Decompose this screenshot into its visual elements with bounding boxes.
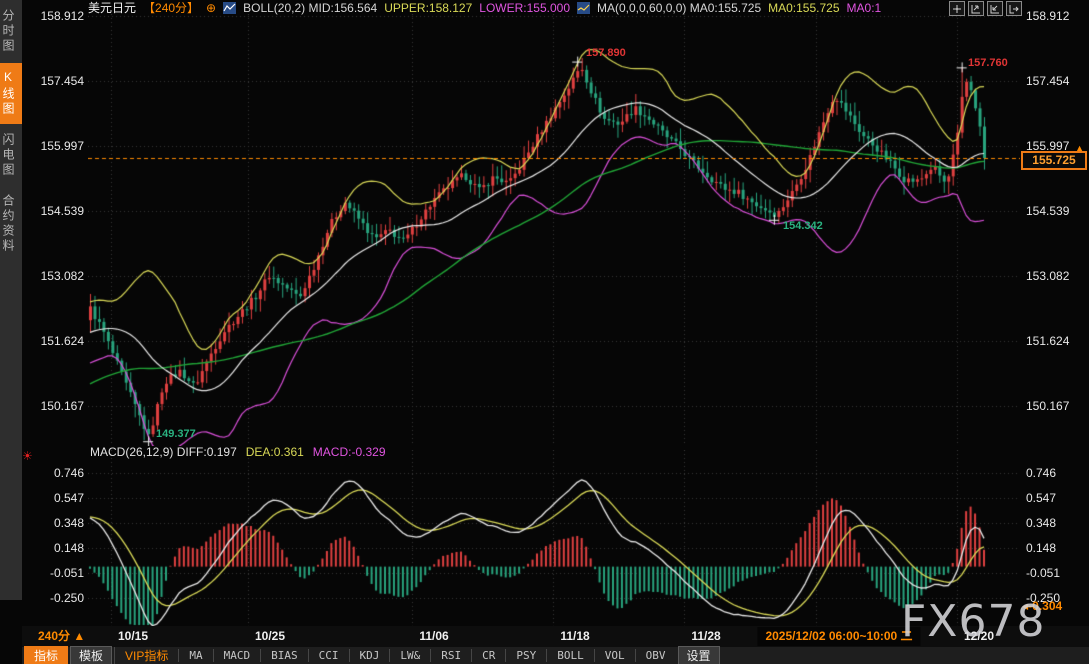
main-y-label-left-1: 157.454 bbox=[40, 74, 84, 88]
toolbar-item-CR[interactable]: CR bbox=[471, 649, 505, 662]
macd-hist-value: MACD:-0.329 bbox=[312, 445, 386, 459]
xaxis-date-2: 11/06 bbox=[419, 629, 449, 643]
main-y-label-left-3: 154.539 bbox=[40, 204, 84, 218]
main-y-label-left-6: 150.167 bbox=[40, 399, 84, 413]
macd-label: MACD(26,12,9) bbox=[90, 445, 174, 459]
toolbar-item-BOLL[interactable]: BOLL bbox=[546, 649, 594, 662]
boll-lower-value: LOWER:155.000 bbox=[479, 0, 570, 15]
indicator-toolbar: 指标 模板 VIP指标 MA MACD BIAS CCI KDJ LW& RSI CR PSY BOLL… bbox=[22, 646, 1089, 664]
left-sidebar: 分时图 K线图闪电图合约资料 bbox=[0, 0, 22, 600]
time-axis-strip: 240分 ▲ 2025/12/02 06:00~10:00 二 10/15 10/… bbox=[22, 626, 1089, 647]
add-overlay-icon[interactable]: ⊕ bbox=[206, 0, 217, 15]
price-pin-icon: ▲ bbox=[1075, 143, 1084, 153]
macd-y-label-left-4: -0.051 bbox=[49, 566, 84, 580]
xaxis-date-3: 11/18 bbox=[560, 629, 590, 643]
period-selector[interactable]: 240分 ▲ bbox=[38, 626, 85, 647]
macd-y-label-left-2: 0.348 bbox=[53, 516, 84, 530]
toolbar-item-设置[interactable]: 设置 bbox=[677, 646, 720, 664]
xaxis-date-5: 12/20 bbox=[963, 629, 995, 643]
xaxis-date-4: 11/28 bbox=[691, 629, 721, 643]
boll-label: BOLL(20,2) bbox=[243, 0, 306, 15]
ma0-value-yellow: MA0:155.725 bbox=[768, 0, 840, 15]
toolbar-item-OBV[interactable]: OBV bbox=[634, 649, 676, 662]
toolbar-item-LW&[interactable]: LW& bbox=[389, 649, 430, 662]
macd-current-value: -0.304 bbox=[1028, 599, 1063, 613]
toolbar-item-MACD[interactable]: MACD bbox=[212, 649, 261, 662]
sidebar-tab-2[interactable]: K线图 bbox=[0, 63, 22, 124]
toolbar-item-模板[interactable]: 模板 bbox=[70, 646, 113, 664]
period-label: 【240分】 bbox=[143, 0, 200, 15]
main-y-label-left-0: 158.912 bbox=[40, 9, 84, 23]
macd-panel-chart[interactable] bbox=[88, 450, 1020, 627]
current-price-value: 155.725 bbox=[1032, 153, 1076, 167]
main-y-label-right-3: 154.539 bbox=[1026, 204, 1070, 218]
symbol-title: 美元日元 bbox=[88, 0, 137, 15]
boll-label-and-mid: BOLL(20,2) MID:156.564 bbox=[243, 1, 377, 15]
macd-y-label-left-3: 0.148 bbox=[53, 541, 84, 555]
boll-upper-value: UPPER:158.127 bbox=[384, 0, 473, 15]
ma-indicator-icon bbox=[577, 1, 590, 14]
macd-y-label-right-0: 0.746 bbox=[1026, 466, 1057, 480]
current-candle-time: 2025/12/02 06:00~10:00 二 bbox=[757, 627, 921, 646]
main-y-label-right-5: 151.624 bbox=[1026, 334, 1070, 348]
toolbar-item-VOL[interactable]: VOL bbox=[593, 649, 635, 662]
zoom-out-chart-icon[interactable] bbox=[987, 1, 1003, 16]
main-price-chart[interactable] bbox=[88, 14, 1020, 446]
macd-y-label-right-3: 0.148 bbox=[1026, 541, 1057, 555]
toolbar-item-指标[interactable]: 指标 bbox=[24, 646, 69, 664]
toolbar-item-CCI[interactable]: CCI bbox=[307, 649, 349, 662]
watermark-logo: FX678 bbox=[901, 596, 1046, 647]
macd-y-label-left-1: 0.547 bbox=[53, 491, 84, 505]
main-y-label-left-5: 151.624 bbox=[40, 334, 84, 348]
period-text: 240分 bbox=[38, 629, 71, 643]
toolbar-item-KDJ[interactable]: KDJ bbox=[348, 649, 390, 662]
pan-crosshair-icon[interactable] bbox=[949, 1, 965, 16]
sidebar-tab-4[interactable]: 合约资料 bbox=[1, 194, 15, 254]
boll-mid-value: MID:156.564 bbox=[308, 0, 378, 15]
chart-header: 美元日元 【240分】 ⊕ BOLL(20,2) MID:156.564 UPP… bbox=[88, 0, 1089, 15]
chart-window-controls bbox=[949, 1, 1022, 16]
zoom-in-chart-icon[interactable] bbox=[968, 1, 984, 16]
ma0-value-magenta: MA0:1 bbox=[846, 0, 882, 15]
main-y-label-right-1: 157.454 bbox=[1026, 74, 1070, 88]
ma0-value-white: MA0:155.725 bbox=[689, 0, 762, 15]
macd-indicator-header: MACD(26,12,9) DIFF:0.197 DEA:0.361 MACD:… bbox=[90, 445, 386, 459]
main-y-label-right-4: 153.082 bbox=[1026, 269, 1070, 283]
sidebar-tab-3[interactable]: 闪电图 bbox=[1, 133, 15, 178]
red-sun-icon: ☀ bbox=[22, 449, 33, 463]
macd-y-label-right-4: -0.051 bbox=[1026, 566, 1061, 580]
toolbar-item-RSI[interactable]: RSI bbox=[430, 649, 471, 662]
toolbar-item-VIP指标[interactable]: VIP指标 bbox=[114, 647, 178, 664]
period-arrow-icon: ▲ bbox=[73, 629, 86, 643]
main-y-label-right-6: 150.167 bbox=[1026, 399, 1070, 413]
left-arrow-icon: ◀ bbox=[1022, 602, 1029, 611]
exit-chart-icon[interactable] bbox=[1006, 1, 1022, 16]
current-price-tag: 155.725 ▲ bbox=[1021, 143, 1087, 170]
macd-params-label: MACD(26,12,9) DIFF:0.197 bbox=[90, 445, 237, 459]
toolbar-item-PSY[interactable]: PSY bbox=[505, 649, 546, 662]
macd-value-tag: ◀-0.304 bbox=[1022, 599, 1062, 613]
macd-dea-value: DEA:0.361 bbox=[245, 445, 304, 459]
macd-y-label-right-1: 0.547 bbox=[1026, 491, 1057, 505]
sidebar-tab-1[interactable]: 分时图 bbox=[1, 9, 15, 54]
macd-y-label-left-0: 0.746 bbox=[53, 466, 84, 480]
main-y-label-left-2: 155.997 bbox=[40, 139, 84, 153]
main-y-label-left-4: 153.082 bbox=[40, 269, 84, 283]
xaxis-date-0: 10/15 bbox=[117, 629, 149, 643]
xaxis-date-1: 10/25 bbox=[254, 629, 286, 643]
ma-params-label: MA(0,0,0,60,0,0) bbox=[597, 0, 687, 15]
toolbar-item-MA[interactable]: MA bbox=[178, 649, 212, 662]
macd-y-label-right-2: 0.348 bbox=[1026, 516, 1057, 530]
toolbar-item-BIAS[interactable]: BIAS bbox=[260, 649, 308, 662]
macd-y-label-left-5: -0.250 bbox=[49, 591, 84, 605]
ma-label-and-value: MA(0,0,0,60,0,0) MA0:155.725 bbox=[597, 1, 761, 15]
boll-indicator-icon bbox=[223, 1, 237, 14]
macd-diff-value: DIFF:0.197 bbox=[176, 445, 237, 459]
